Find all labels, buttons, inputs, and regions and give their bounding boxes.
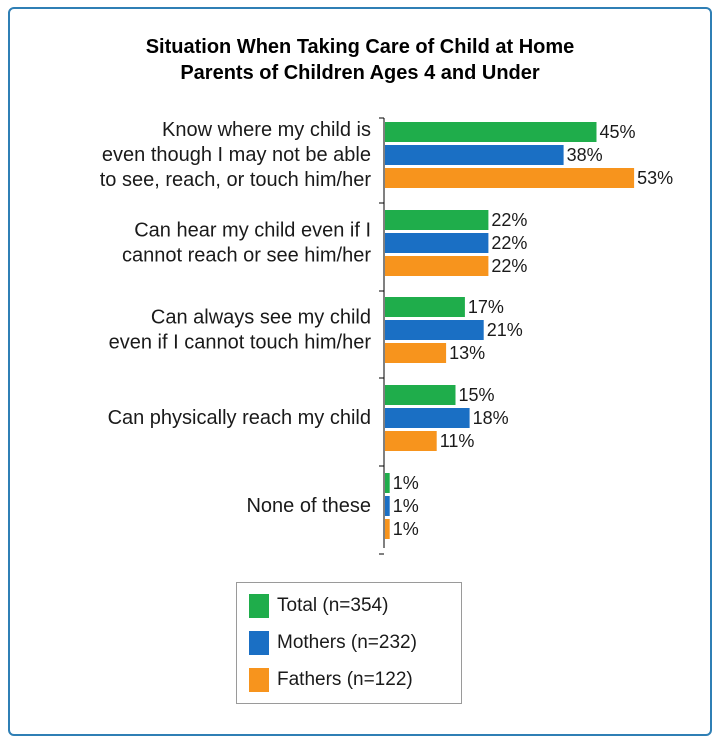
data-label: 1% [393,496,419,516]
data-label: 45% [600,122,636,142]
legend: Total (n=354) Mothers (n=232) Fathers (n… [236,582,462,704]
data-label: 21% [487,320,523,340]
data-label: 22% [491,233,527,253]
bar-total [385,385,456,405]
chart-subtitle: Parents of Children Ages 4 and Under [180,62,540,84]
bar-total [385,210,489,230]
data-label: 22% [491,256,527,276]
legend-label-total: Total (n=354) [277,595,389,616]
category-label: even though I may not be able [102,144,371,166]
data-label: 11% [440,431,475,451]
data-label: 13% [449,343,485,363]
category-label: Know where my child is [162,119,371,141]
bar-mothers [385,408,470,428]
bar-fathers [385,168,635,188]
bar-mothers [385,145,564,165]
legend-item-mothers: Mothers (n=232) [249,630,417,656]
category-label: to see, reach, or touch him/her [100,169,372,191]
legend-swatch-total [249,594,269,618]
bar-total [385,473,390,493]
data-label: 15% [459,385,495,405]
chart-title: Situation When Taking Care of Child at H… [145,36,575,58]
bar-fathers [385,519,390,539]
bar-total [385,297,465,317]
bar-fathers [385,431,437,451]
bar-mothers [385,496,390,516]
category-label: Can physically reach my child [108,407,371,429]
legend-label-fathers: Fathers (n=122) [277,669,413,690]
data-label: 38% [567,145,603,165]
category-label: even if I cannot touch him/her [109,332,372,354]
data-label: 1% [393,473,419,493]
data-label: 1% [393,519,419,539]
legend-swatch-mothers [249,631,269,655]
bar-mothers [385,233,489,253]
bar-fathers [385,343,447,363]
bar-total [385,122,597,142]
category-label: None of these [246,495,371,517]
data-label: 22% [491,210,527,230]
legend-item-fathers: Fathers (n=122) [249,667,413,693]
bar-mothers [385,320,484,340]
data-label: 53% [637,168,673,188]
legend-label-mothers: Mothers (n=232) [277,632,417,653]
legend-swatch-fathers [249,668,269,692]
data-label: 17% [468,297,504,317]
category-label: Can always see my child [151,307,371,329]
category-label: cannot reach or see him/her [122,245,371,267]
data-label: 18% [473,408,509,428]
category-label: Can hear my child even if I [134,220,371,242]
legend-item-total: Total (n=354) [249,593,388,619]
bar-fathers [385,256,489,276]
